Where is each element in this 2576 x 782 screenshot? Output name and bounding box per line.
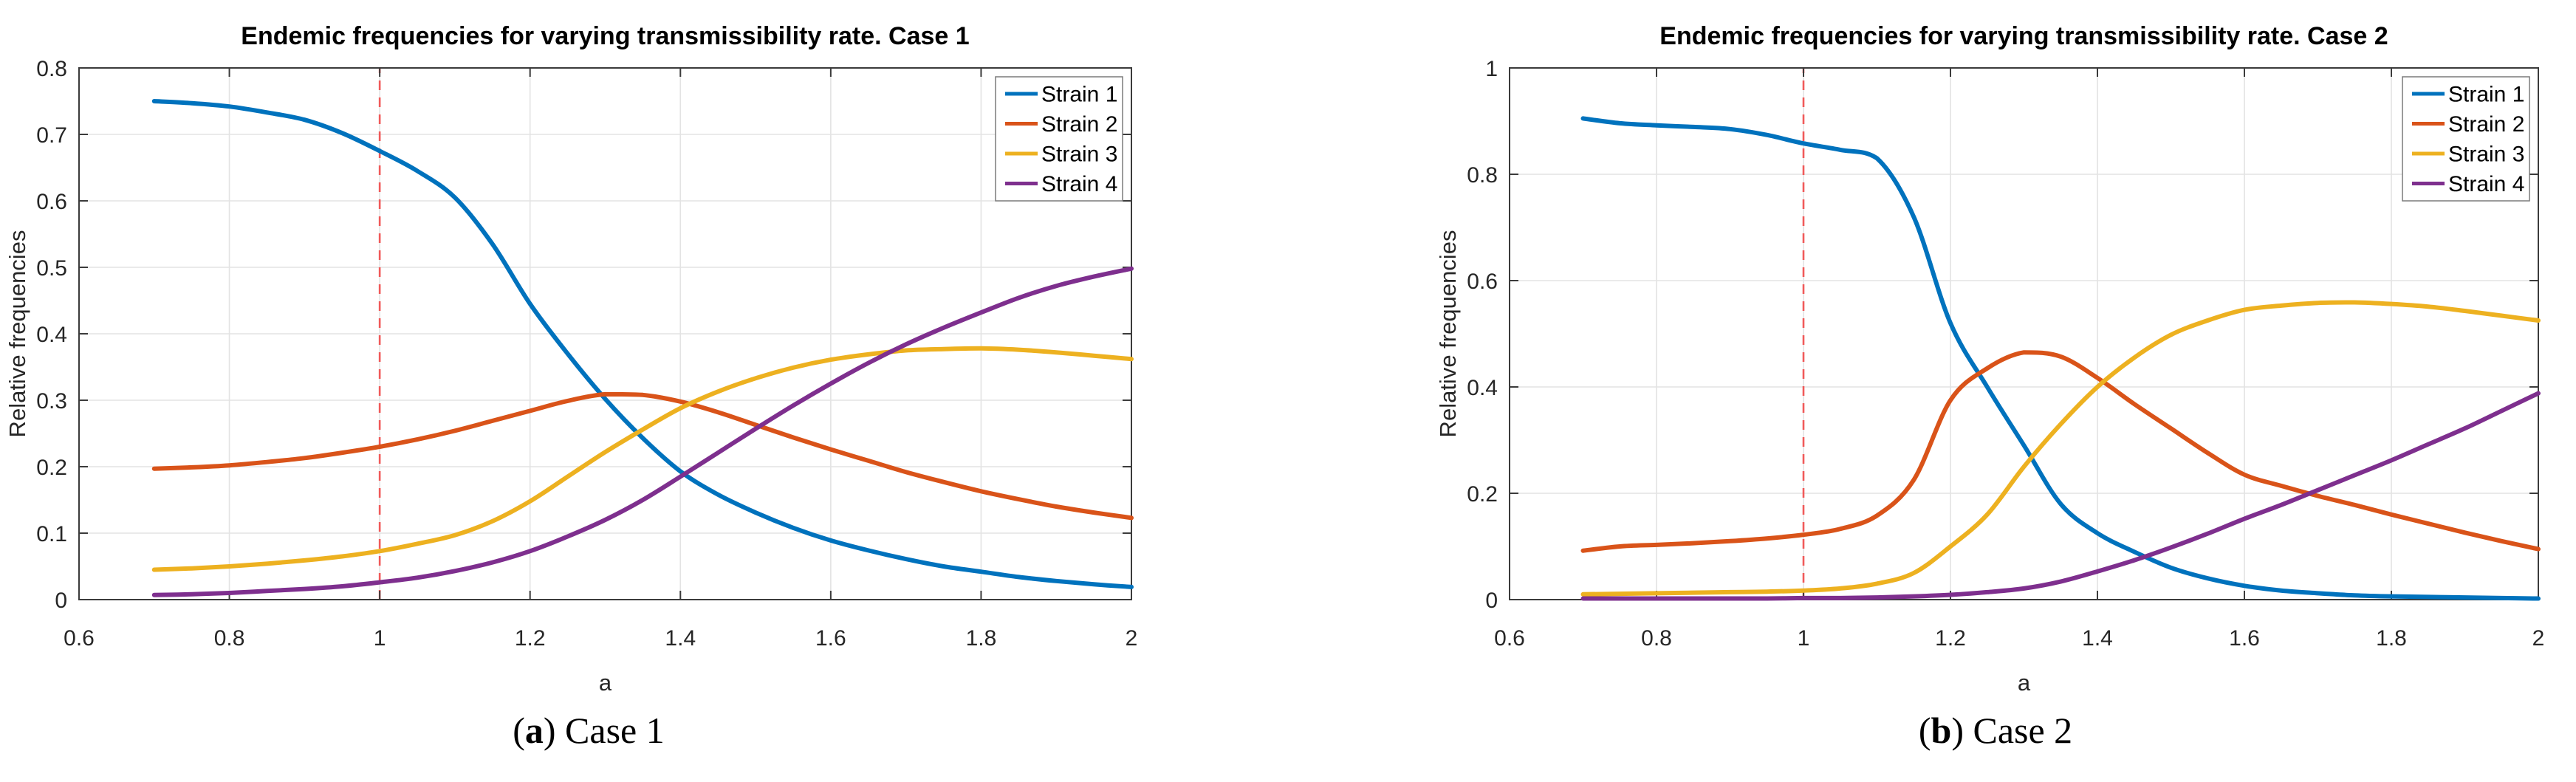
x-tick-label: 0.8 — [1641, 626, 1672, 651]
caption-open-paren: ( — [513, 710, 525, 751]
legend-label-strain-3: Strain 3 — [1041, 143, 1117, 167]
series-line-strain-4 — [1580, 391, 2541, 601]
chart-title: Endemic frequencies for varying transmis… — [1659, 22, 2388, 50]
y-tick-label: 0.4 — [1467, 376, 1498, 400]
y-tick-label: 1 — [1485, 57, 1498, 81]
legend-label-strain-2: Strain 2 — [2448, 112, 2524, 137]
x-tick-label: 1.2 — [1935, 626, 1966, 651]
legend-box — [995, 76, 1123, 202]
series-line-strain-3 — [1580, 300, 2541, 597]
x-tick-label: 1.6 — [2229, 626, 2260, 651]
x-tick-label: 2 — [2532, 626, 2545, 651]
x-tick-label: 1.6 — [815, 626, 846, 651]
legend-box — [2402, 76, 2530, 202]
y-tick-label: 0.8 — [1467, 163, 1498, 188]
case2-chart: 0.6 0.8 1 1.2 1.4 1.6 1.8 2 0 0.2 0.4 0.6 0.8 1 Endemi… — [1435, 22, 2545, 696]
y-axis-label: Relative frequencies — [4, 230, 30, 438]
y-tick-label: 0.7 — [36, 123, 67, 148]
legend-label-strain-3: Strain 3 — [2448, 143, 2524, 167]
legend-label-strain-4: Strain 4 — [2448, 172, 2524, 196]
series-line-strain-2 — [1580, 350, 2541, 553]
x-tick-label: 0.6 — [64, 626, 95, 651]
x-tick-label: 2 — [1126, 626, 1138, 651]
caption-text: ) Case 2 — [1951, 710, 2073, 751]
x-tick-label: 0.6 — [1494, 626, 1525, 651]
legend-label-strain-1: Strain 1 — [1041, 83, 1117, 107]
y-tick-label: 0.4 — [36, 323, 67, 347]
caption-open-paren: ( — [1918, 710, 1931, 751]
x-axis-label: a — [2018, 670, 2031, 696]
y-tick-label: 0.2 — [1467, 482, 1498, 507]
chart-title: Endemic frequencies for varying transmis… — [241, 22, 969, 50]
series-line-strain-4 — [151, 266, 1134, 597]
case1-caption: (a) Case 1 — [182, 699, 995, 762]
caption-text: ) Case 1 — [543, 710, 665, 751]
y-tick-label: 0.1 — [36, 522, 67, 546]
axes-frame — [1509, 67, 2539, 600]
y-tick-label: 0.8 — [36, 57, 67, 81]
x-tick-label: 1 — [1798, 626, 1810, 651]
legend-label-strain-4: Strain 4 — [1041, 172, 1117, 196]
y-tick-label: 0.5 — [36, 256, 67, 281]
caption-letter: b — [1931, 710, 1952, 751]
y-tick-label: 0.2 — [36, 456, 67, 480]
x-tick-label: 1 — [374, 626, 386, 651]
x-tick-label: 1.2 — [515, 626, 546, 651]
case2-caption: (b) Case 2 — [1589, 699, 2402, 762]
x-tick-label: 1.4 — [2082, 626, 2113, 651]
series-line-strain-3 — [151, 346, 1134, 572]
series-line-strain-1 — [1580, 116, 2541, 601]
y-axis-label: Relative frequencies — [1435, 230, 1461, 438]
y-tick-label: 0 — [55, 589, 67, 613]
x-axis-label: a — [599, 670, 612, 696]
case1-chart: 0.6 0.8 1 1.2 1.4 1.6 1.8 2 0 0.1 0.2 0.3 0.4 0.5 0.6 0… — [4, 22, 1138, 696]
y-tick-label: 0.6 — [1467, 270, 1498, 294]
series-line-strain-2 — [151, 391, 1134, 521]
caption-letter: a — [524, 710, 544, 751]
x-tick-label: 1.8 — [966, 626, 997, 651]
series-line-strain-1 — [151, 99, 1134, 589]
y-tick-label: 0 — [1485, 589, 1498, 613]
legend-label-strain-2: Strain 2 — [1041, 112, 1117, 137]
x-tick-label: 1.4 — [665, 626, 696, 651]
x-tick-label: 1.8 — [2376, 626, 2407, 651]
legend-label-strain-1: Strain 1 — [2448, 83, 2524, 107]
x-tick-label: 0.8 — [214, 626, 245, 651]
y-tick-label: 0.3 — [36, 389, 67, 414]
y-tick-label: 0.6 — [36, 190, 67, 214]
